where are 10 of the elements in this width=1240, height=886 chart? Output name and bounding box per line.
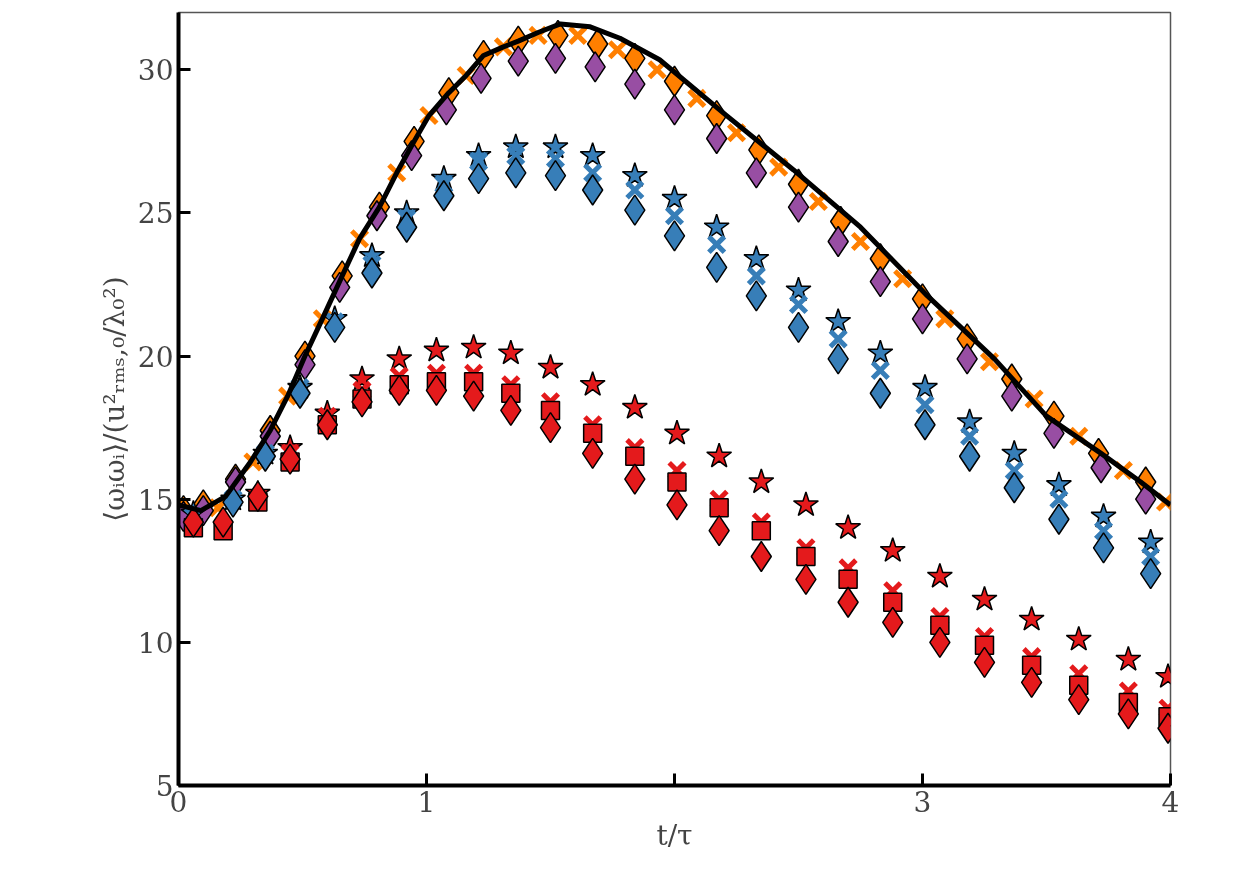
- y-tick-label: 25: [137, 197, 174, 231]
- x-tick-label: 3: [913, 785, 932, 819]
- y-tick-label: 20: [137, 340, 174, 374]
- x-tick-label: 1: [417, 785, 436, 819]
- x-axis-title: t/τ: [656, 818, 693, 852]
- y-axis-title: ⟨ωᵢωᵢ⟩/(u²ᵣₘₛ,₀/λ₀²): [97, 276, 131, 522]
- y-tick-label: 15: [137, 483, 174, 517]
- y-tick-label: 10: [137, 626, 174, 660]
- x-tick-label: 4: [1161, 785, 1180, 819]
- y-tick-label: 30: [137, 54, 174, 88]
